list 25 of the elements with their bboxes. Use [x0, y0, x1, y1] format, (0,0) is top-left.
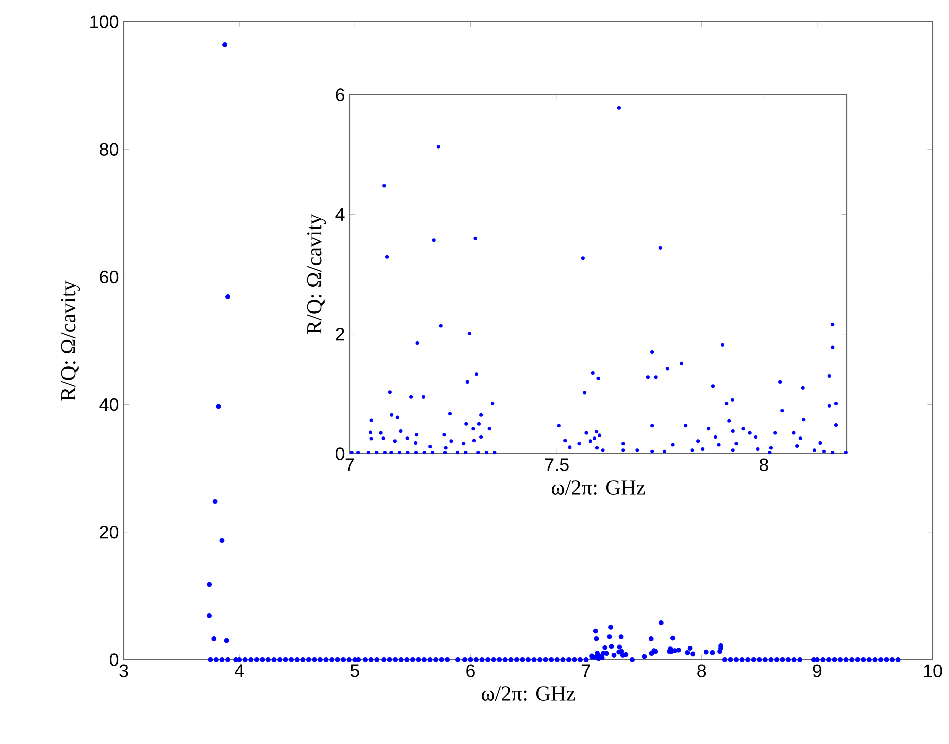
y-tick-label: 80 [100, 143, 119, 156]
y-tick-label: 6 [336, 88, 345, 102]
x-tick-label: 7.5 [546, 458, 569, 472]
y-tick-label: 4 [336, 208, 345, 221]
y-tick-label: 60 [100, 270, 119, 284]
y-tick-label: 2 [336, 328, 344, 341]
x-axis-title: ω/2π: GHz [552, 480, 646, 496]
x-tick-label: 7 [582, 664, 590, 678]
y-axis-title: R/Q: Ω/cavity [307, 214, 326, 334]
y-axis-title: R/Q: Ω/cavity [61, 280, 80, 401]
x-tick-label: 9 [813, 664, 822, 678]
x-tick-label: 7 [346, 458, 354, 472]
x-tick-label: 3 [120, 664, 128, 678]
x-tick-label: 8 [698, 664, 706, 678]
y-tick-label: 0 [336, 448, 345, 460]
y-tick-label: 40 [100, 398, 119, 412]
x-tick-label: 5 [350, 664, 360, 678]
y-tick-label: 20 [100, 526, 119, 539]
x-tick-label: 6 [466, 664, 475, 678]
y-tick-label: 100 [90, 16, 119, 28]
x-tick-label: 4 [234, 664, 244, 678]
x-tick-label: 10 [924, 664, 942, 678]
x-axis-title: ω/2π: GHz [482, 686, 576, 702]
y-tick-label: 0 [110, 654, 119, 666]
x-tick-label: 8 [760, 458, 768, 472]
